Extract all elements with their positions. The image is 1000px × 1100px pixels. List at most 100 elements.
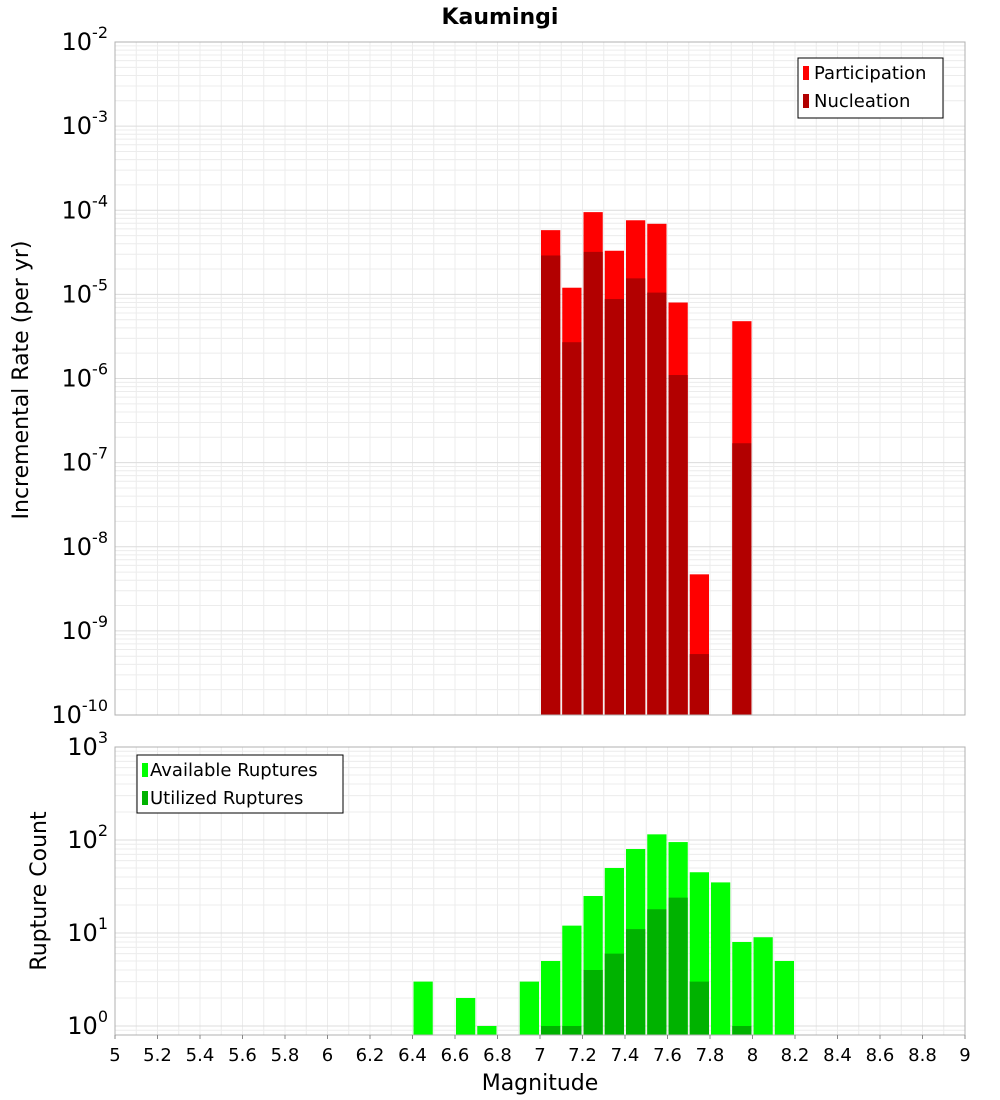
x-tick-label: 7.4 bbox=[611, 1045, 640, 1066]
top-y-axis-label: Incremental Rate (per yr) bbox=[9, 241, 34, 520]
y-tick-exponent: 3 bbox=[98, 728, 108, 747]
bar-nucleation bbox=[583, 251, 603, 715]
y-tick-exponent: -9 bbox=[92, 612, 108, 631]
bar-nucleation bbox=[647, 292, 667, 715]
x-tick-label: 5.2 bbox=[143, 1045, 172, 1066]
bar-utilized-ruptures bbox=[732, 1025, 752, 1035]
y-tick-base: 10 bbox=[62, 280, 93, 308]
y-tick-exponent: -2 bbox=[92, 23, 108, 42]
top-grid bbox=[114, 41, 966, 716]
y-tick-base: 10 bbox=[67, 733, 98, 761]
y-tick-exponent: 2 bbox=[98, 821, 108, 840]
y-tick-base: 10 bbox=[62, 196, 93, 224]
x-tick-label: 5.8 bbox=[271, 1045, 300, 1066]
bar-utilized-ruptures bbox=[626, 929, 646, 1035]
y-tick-base: 10 bbox=[62, 365, 93, 393]
legend-swatch-utilized bbox=[142, 791, 148, 805]
y-tick-exponent: -4 bbox=[92, 191, 108, 210]
bar-available-ruptures bbox=[562, 925, 582, 1035]
top-bars bbox=[541, 212, 752, 716]
y-tick-exponent: -3 bbox=[92, 107, 108, 126]
y-tick-exponent: -5 bbox=[92, 275, 108, 294]
y-tick-exponent: -6 bbox=[92, 360, 108, 379]
x-tick-label: 6.2 bbox=[356, 1045, 385, 1066]
bar-available-ruptures bbox=[711, 882, 731, 1035]
x-ticks: 5 5.2 5.4 5.6 5.8 6 6.2 6.4 6.6 6.8 7 7.2 7.4 7.6 7.8 8… bbox=[109, 1035, 971, 1066]
y-tick-exponent: -7 bbox=[92, 444, 108, 463]
bar-nucleation bbox=[732, 443, 752, 715]
bar-available-ruptures bbox=[541, 960, 561, 1035]
bar-utilized-ruptures bbox=[689, 981, 709, 1035]
x-tick-label: 6.4 bbox=[398, 1045, 427, 1066]
bar-nucleation bbox=[626, 278, 646, 715]
y-tick-exponent: 0 bbox=[98, 1007, 108, 1026]
x-tick-label: 5 bbox=[109, 1045, 120, 1066]
bar-available-ruptures bbox=[477, 1025, 497, 1035]
top-legend-box bbox=[797, 57, 944, 119]
bar-utilized-ruptures bbox=[541, 1025, 561, 1035]
legend-label-utilized: Utilized Ruptures bbox=[150, 788, 303, 809]
x-axis-label: Magnitude bbox=[482, 1071, 599, 1096]
y-tick-label: 100 bbox=[67, 1007, 108, 1040]
bar-utilized-ruptures bbox=[647, 909, 667, 1035]
bar-utilized-ruptures bbox=[583, 969, 603, 1035]
y-tick-base: 10 bbox=[62, 533, 93, 561]
y-tick-label: 102 bbox=[67, 821, 108, 854]
y-tick-exponent: -8 bbox=[92, 528, 108, 547]
legend-label-available: Available Ruptures bbox=[150, 760, 318, 781]
x-tick-label: 5.6 bbox=[228, 1045, 257, 1066]
x-tick-label: 6 bbox=[322, 1045, 333, 1066]
top-legend: Participation Nucleation bbox=[797, 57, 944, 119]
legend-label-participation: Participation bbox=[814, 63, 926, 84]
bar-nucleation bbox=[562, 342, 582, 715]
y-tick-base: 10 bbox=[51, 701, 82, 729]
legend-label-nucleation: Nucleation bbox=[814, 91, 910, 112]
bar-available-ruptures bbox=[413, 981, 433, 1035]
x-tick-label: 9 bbox=[959, 1045, 970, 1066]
y-tick-base: 10 bbox=[67, 919, 98, 947]
y-tick-label: 10-4 bbox=[62, 191, 109, 224]
y-tick-exponent: -10 bbox=[82, 696, 108, 715]
bar-available-ruptures bbox=[519, 981, 539, 1035]
x-tick-label: 8 bbox=[747, 1045, 758, 1066]
x-tick-label: 7.2 bbox=[568, 1045, 597, 1066]
y-tick-label: 10-10 bbox=[51, 696, 108, 729]
x-tick-label: 8.4 bbox=[823, 1045, 852, 1066]
bar-nucleation bbox=[668, 375, 688, 715]
legend-swatch-nucleation bbox=[803, 94, 809, 108]
y-tick-label: 10-6 bbox=[62, 360, 109, 393]
x-tick-label: 8.2 bbox=[781, 1045, 810, 1066]
x-tick-label: 7.8 bbox=[696, 1045, 725, 1066]
y-tick-label: 10-8 bbox=[62, 528, 109, 561]
x-tick-label: 8.6 bbox=[866, 1045, 895, 1066]
top-plot-border bbox=[114, 41, 966, 716]
bottom-legend-box bbox=[136, 754, 344, 814]
y-tick-base: 10 bbox=[67, 1012, 98, 1040]
x-tick-label: 8.8 bbox=[908, 1045, 937, 1066]
y-tick-base: 10 bbox=[67, 826, 98, 854]
y-tick-exponent: 1 bbox=[98, 914, 108, 933]
bar-available-ruptures bbox=[753, 937, 773, 1035]
bar-available-ruptures bbox=[732, 942, 752, 1035]
y-tick-label: 103 bbox=[67, 728, 108, 761]
bar-available-ruptures bbox=[774, 960, 794, 1035]
bar-utilized-ruptures bbox=[604, 953, 624, 1035]
bottom-y-axis-label: Rupture Count bbox=[27, 811, 52, 971]
chart-title: Kaumingi bbox=[442, 5, 559, 30]
bar-nucleation bbox=[689, 654, 709, 715]
y-tick-base: 10 bbox=[62, 617, 93, 645]
x-tick-label: 7 bbox=[534, 1045, 545, 1066]
bar-available-ruptures bbox=[456, 997, 476, 1035]
y-tick-base: 10 bbox=[62, 449, 93, 477]
bottom-bars bbox=[413, 834, 794, 1035]
y-tick-label: 101 bbox=[67, 914, 108, 947]
y-tick-label: 10-3 bbox=[62, 107, 109, 140]
y-tick-label: 10-5 bbox=[62, 275, 109, 308]
x-tick-label: 5.4 bbox=[186, 1045, 215, 1066]
x-tick-label: 6.8 bbox=[483, 1045, 512, 1066]
